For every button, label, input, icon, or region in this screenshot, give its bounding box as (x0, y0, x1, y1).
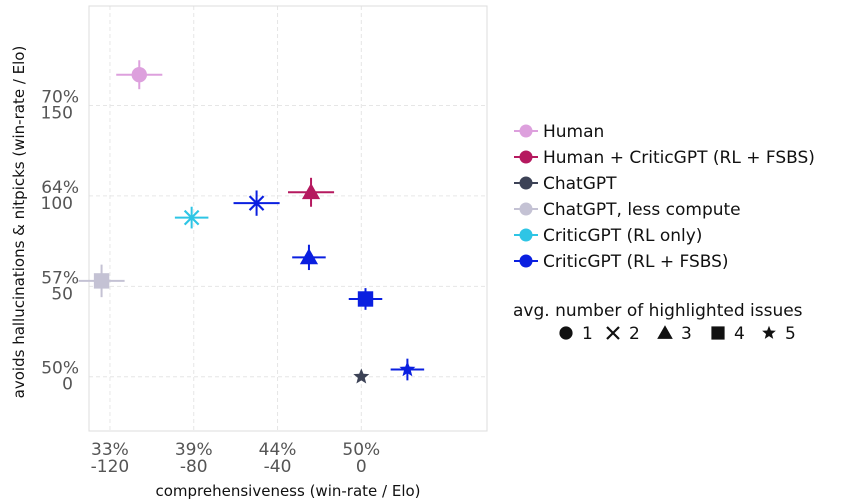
marker-legend-symbol (657, 325, 673, 339)
x-axis-label: comprehensiveness (win-rate / Elo) (155, 482, 420, 500)
legend-swatch-dot (519, 202, 533, 216)
y-tick-label-pct: 70% (41, 87, 79, 107)
legend-label: ChatGPT (543, 174, 617, 194)
x-tick-label-elo: -40 (264, 457, 292, 477)
x-tick-label-pct: 39% (175, 440, 213, 460)
y-tick-label-elo: 50 (51, 284, 73, 304)
marker-legend-title: avg. number of highlighted issues (513, 301, 803, 321)
data-point (183, 209, 200, 226)
data-point (131, 67, 147, 83)
x-tick-label-elo: -120 (91, 457, 130, 477)
plot-frame (88, 5, 488, 432)
legend-label: CriticGPT (RL only) (543, 226, 702, 246)
legend-label: ChatGPT, less compute (543, 200, 741, 220)
data-point (357, 291, 374, 307)
y-tick-label-pct: 57% (41, 268, 79, 288)
y-axis-label: avoids hallucinations & nitpicks (win-ra… (10, 46, 28, 399)
legend-swatch-dot (519, 150, 533, 164)
legend-swatch-dot (519, 176, 533, 190)
marker-legend-label: 4 (734, 324, 745, 344)
data-point (301, 183, 321, 200)
y-tick-label-elo: 100 (41, 194, 73, 214)
data-point (93, 273, 110, 289)
y-tick-label-elo: 150 (41, 103, 73, 123)
marker-legend: avg. number of highlighted issues 1 2 3 4 5 (513, 301, 803, 344)
marker-legend-label: 1 (582, 324, 593, 344)
data-marks (78, 60, 425, 384)
legend-swatch-dot (519, 228, 533, 242)
marker-legend-label: 2 (629, 324, 640, 344)
data-point (399, 361, 416, 377)
x-tick-label-pct: 33% (91, 440, 129, 460)
marker-legend-label: 3 (681, 324, 692, 344)
x-tick-label-pct: 50% (342, 440, 380, 460)
marker-legend-label: 5 (785, 324, 796, 344)
grid-lines (89, 6, 487, 431)
y-tick-label-pct: 50% (41, 359, 79, 379)
legend-swatch-dot (519, 124, 533, 138)
data-point (353, 368, 370, 384)
y-tick-label-elo: 0 (62, 375, 73, 395)
marker-legend-symbol (711, 326, 725, 340)
data-point (248, 195, 265, 211)
marker-legend-symbol (559, 326, 573, 340)
x-tick-label-elo: -80 (180, 457, 208, 477)
y-tick-label-pct: 64% (41, 178, 79, 198)
tick-labels: 33%-12039%-8044%-4050%070%15064%10057%50… (41, 87, 381, 477)
legend: Human Human + CriticGPT (RL + FSBS) ChatGP… (514, 122, 815, 272)
legend-label: CriticGPT (RL + FSBS) (543, 252, 729, 272)
legend-swatch-dot (519, 254, 533, 268)
data-point (299, 248, 319, 265)
marker-legend-symbol (762, 325, 776, 339)
marker-legend-symbol (606, 326, 620, 340)
legend-label: Human (543, 122, 604, 142)
legend-label: Human + CriticGPT (RL + FSBS) (543, 148, 815, 168)
x-tick-label-pct: 44% (259, 440, 297, 460)
x-tick-label-elo: 0 (356, 457, 367, 477)
